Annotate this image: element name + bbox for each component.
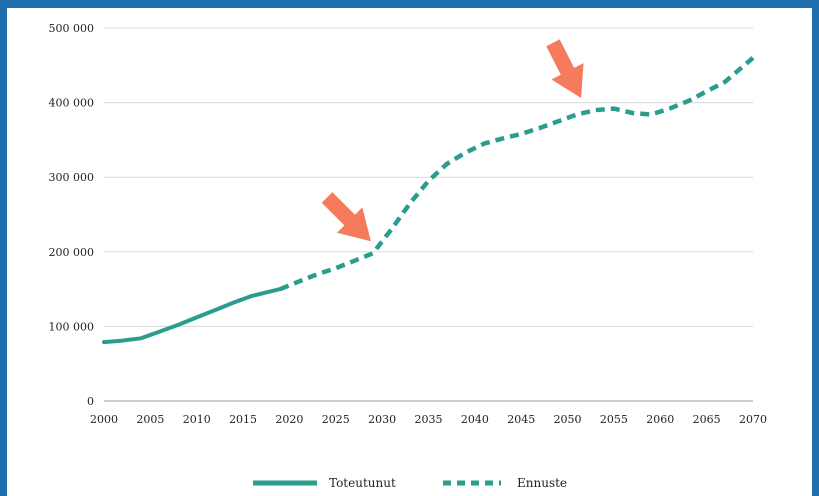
- chart-frame: 0 100 000 200 000 300 000 400 000 500 000 2000…: [7, 8, 812, 496]
- y-tick-label: 300 000: [49, 171, 95, 184]
- x-tick-label: 2030: [368, 413, 396, 426]
- y-tick-label: 400 000: [49, 97, 95, 110]
- x-tick-label: 2005: [136, 413, 164, 426]
- x-tick-label: 2010: [183, 413, 211, 426]
- x-tick-label: 2015: [229, 413, 257, 426]
- y-tick-label: 100 000: [49, 320, 95, 333]
- x-tick-label: 2045: [507, 413, 535, 426]
- x-tick-label: 2020: [275, 413, 303, 426]
- y-tick-label: 0: [87, 395, 94, 408]
- annotation-arrow-1: [321, 192, 371, 242]
- legend-label-toteutunut: Toteutunut: [329, 476, 396, 490]
- x-tick-label: 2025: [322, 413, 350, 426]
- arrow-shape: [321, 192, 371, 242]
- x-tick-label: 2050: [554, 413, 582, 426]
- line-chart: 0 100 000 200 000 300 000 400 000 500 000 2000…: [49, 22, 768, 490]
- x-tick-label: 2035: [415, 413, 443, 426]
- legend-label-ennuste: Ennuste: [517, 476, 567, 490]
- y-tick-label: 500 000: [49, 22, 95, 35]
- series-line-ennuste: [279, 56, 755, 292]
- x-tick-label: 2055: [600, 413, 628, 426]
- x-tick-label: 2065: [693, 413, 721, 426]
- y-tick-label: 200 000: [49, 246, 95, 259]
- x-tick-label: 2040: [461, 413, 489, 426]
- series-line-toteutunut: [102, 287, 283, 345]
- arrow-shape: [546, 39, 584, 99]
- x-tick-label: 2070: [739, 413, 767, 426]
- x-tick-label: 2000: [90, 413, 118, 426]
- x-tick-label: 2060: [646, 413, 674, 426]
- annotation-arrow-2: [546, 39, 584, 99]
